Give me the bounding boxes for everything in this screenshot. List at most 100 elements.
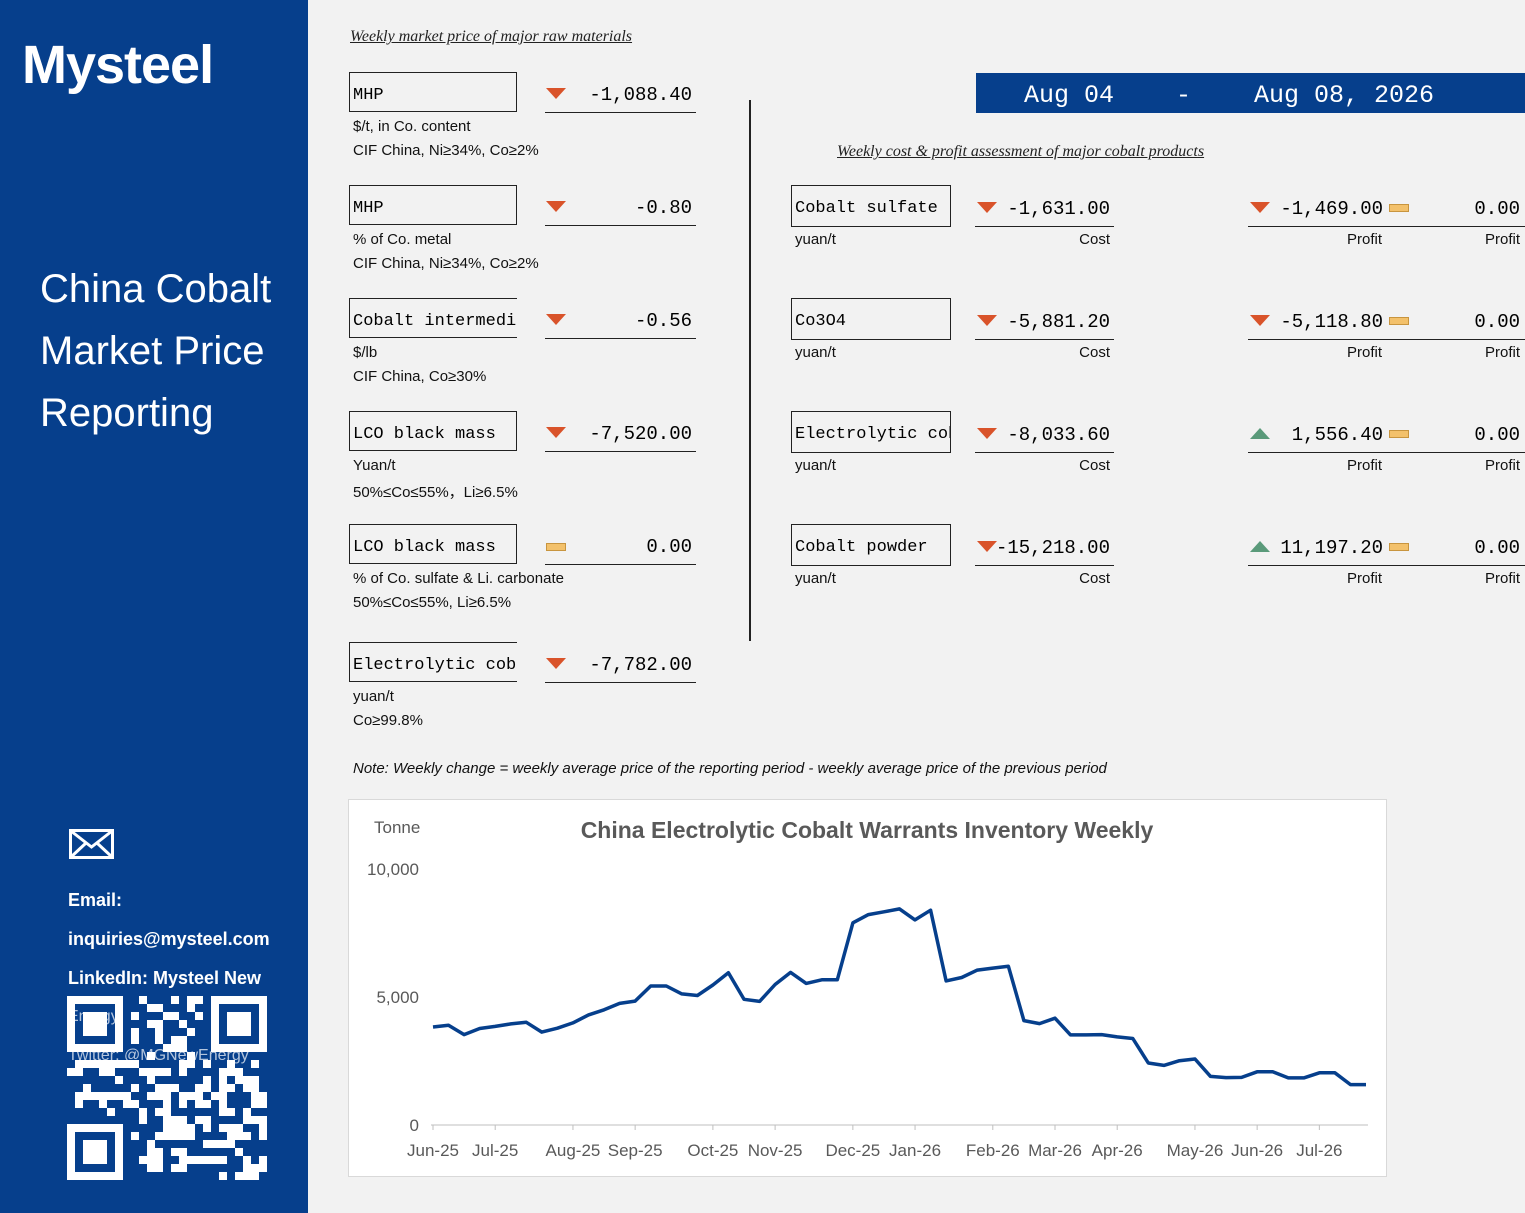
- profit-direction-icon: [1250, 315, 1270, 326]
- material-spec: CIF China, Ni≥34%, Co≥2%: [353, 255, 539, 272]
- chart-y-tick-label: 0: [410, 1116, 419, 1135]
- cost-direction-icon: [977, 428, 997, 439]
- profit2-change-value: 0.00: [1474, 198, 1520, 220]
- change-direction-icon: [546, 314, 566, 325]
- cost-change-value: -1,631.00: [1007, 198, 1110, 220]
- cost-underline: [975, 565, 1114, 566]
- profit2-direction-icon: [1389, 317, 1409, 325]
- chart-y-tick-label: 5,000: [376, 988, 419, 1007]
- page-title: China Cobalt Market Price Reporting: [40, 267, 272, 435]
- date-separator: -: [1176, 81, 1192, 110]
- linkedin-link-cont[interactable]: Energy: [68, 1008, 119, 1025]
- cost-underline: [975, 339, 1114, 340]
- weekly-change-value: -7,520.00: [589, 423, 692, 445]
- chart-x-tick-label: Apr-26: [1092, 1141, 1143, 1160]
- twitter-link[interactable]: Twitter: @MGNewEnergy: [68, 1047, 249, 1064]
- chart-series-line: [432, 907, 1366, 1087]
- change-direction-icon: [546, 658, 566, 669]
- product-unit: yuan/t: [795, 570, 836, 587]
- profit-change-value: -1,469.00: [1280, 198, 1383, 220]
- cost-direction-icon: [977, 315, 997, 326]
- value-underline: [545, 682, 696, 683]
- material-name-box: Electrolytic cobalt slice: [349, 642, 517, 682]
- profit-underline: [1248, 565, 1525, 566]
- qr-code: [67, 996, 267, 1182]
- weekly-change-value: -1,088.40: [589, 84, 692, 106]
- cost-label: Cost: [1079, 457, 1110, 474]
- material-name-box: MHP: [349, 72, 517, 112]
- material-name-box: LCO black mass: [349, 524, 517, 564]
- cost-label: Cost: [1079, 231, 1110, 248]
- material-unit: yuan/t: [353, 688, 394, 705]
- material-spec: CIF China, Co≥30%: [353, 368, 487, 385]
- profit-label: Profit: [1346, 231, 1382, 248]
- profit2-change-value: 0.00: [1474, 424, 1520, 446]
- cost-change-value: -15,218.00: [995, 537, 1110, 559]
- profit-direction-icon: [1250, 541, 1270, 552]
- cost-profit-heading: Weekly cost & profit assessment of major…: [837, 143, 1205, 160]
- sidebar: Mysteel China Cobalt Market Price Report…: [0, 0, 308, 1213]
- product-unit: yuan/t: [795, 457, 836, 474]
- linkedin-link[interactable]: LinkedIn: Mysteel New: [68, 968, 262, 988]
- chart-x-tick-label: Jun-26: [1231, 1141, 1283, 1160]
- profit-direction-icon: [1250, 428, 1270, 439]
- chart-x-tick-label: Aug-25: [546, 1141, 601, 1160]
- profit-underline: [1248, 452, 1525, 453]
- material-unit: % of Co. sulfate & Li. carbonate: [353, 570, 564, 587]
- divider: [749, 100, 751, 641]
- product-unit: yuan/t: [795, 344, 836, 361]
- change-direction-icon: [546, 88, 566, 99]
- product-name-box: Co3O4: [791, 298, 951, 340]
- chart-x-tick-label: May-26: [1167, 1141, 1224, 1160]
- weekly-change-value: -0.56: [634, 310, 692, 332]
- product-name-box: Cobalt sulfate: [791, 185, 951, 227]
- email-label: Email:: [68, 890, 123, 910]
- profit2-label: Profit: [1484, 457, 1520, 474]
- value-underline: [545, 112, 696, 113]
- material-name-box: LCO black mass: [349, 411, 517, 451]
- chart-title: China Electrolytic Cobalt Warrants Inven…: [581, 817, 1154, 843]
- profit-label: Profit: [1346, 457, 1382, 474]
- change-direction-icon: [546, 427, 566, 438]
- material-unit: $/t, in Co. content: [353, 118, 471, 135]
- email-link[interactable]: inquiries@mysteel.com: [68, 929, 270, 949]
- profit-change-value: 1,556.40: [1291, 424, 1383, 446]
- profit2-direction-icon: [1389, 204, 1409, 212]
- raw-materials-heading: Weekly market price of major raw materia…: [350, 28, 633, 45]
- chart-x-tick-label: Sep-25: [608, 1141, 663, 1160]
- chart-svg: China Electrolytic Cobalt Warrants Inven…: [367, 817, 1368, 1160]
- value-underline: [545, 564, 696, 565]
- value-underline: [545, 451, 696, 452]
- profit2-label: Profit: [1484, 231, 1520, 248]
- chart-y-tick-label: 10,000: [367, 860, 419, 879]
- change-direction-icon: [546, 543, 566, 551]
- footnote: Note: Weekly change = weekly average pri…: [353, 760, 1107, 777]
- chart-x-tick-label: Jul-25: [472, 1141, 518, 1160]
- material-spec: Co≥99.8%: [353, 712, 423, 729]
- profit2-change-value: 0.00: [1474, 311, 1520, 333]
- weekly-change-value: -0.80: [634, 197, 692, 219]
- cost-underline: [975, 226, 1114, 227]
- chart-x-tick-label: Feb-26: [966, 1141, 1020, 1160]
- material-unit: $/lb: [353, 344, 378, 361]
- cost-change-value: -8,033.60: [1007, 424, 1110, 446]
- profit2-direction-icon: [1389, 543, 1409, 551]
- chart-x-tick-label: Jan-26: [889, 1141, 941, 1160]
- chart-x-tick-label: Jun-25: [407, 1141, 459, 1160]
- weekly-change-value: 0.00: [646, 536, 692, 558]
- material-name-box: MHP: [349, 185, 517, 225]
- mysteel-logo: Mysteel: [22, 35, 214, 95]
- cost-label: Cost: [1079, 570, 1110, 587]
- chart-y-axis-label: Tonne: [374, 818, 420, 837]
- cost-change-value: -5,881.20: [1007, 311, 1110, 333]
- product-name-box: Cobalt powder: [791, 524, 951, 566]
- cost-direction-icon: [977, 202, 997, 213]
- profit-underline: [1248, 339, 1525, 340]
- mail-icon[interactable]: [69, 829, 114, 859]
- profit-change-value: -5,118.80: [1280, 311, 1383, 333]
- material-spec: CIF China, Ni≥34%, Co≥2%: [353, 142, 539, 159]
- profit2-label: Profit: [1484, 344, 1520, 361]
- material-unit: Yuan/t: [353, 457, 396, 474]
- chart-x-tick-label: Dec-25: [825, 1141, 880, 1160]
- profit-change-value: 11,197.20: [1280, 537, 1383, 559]
